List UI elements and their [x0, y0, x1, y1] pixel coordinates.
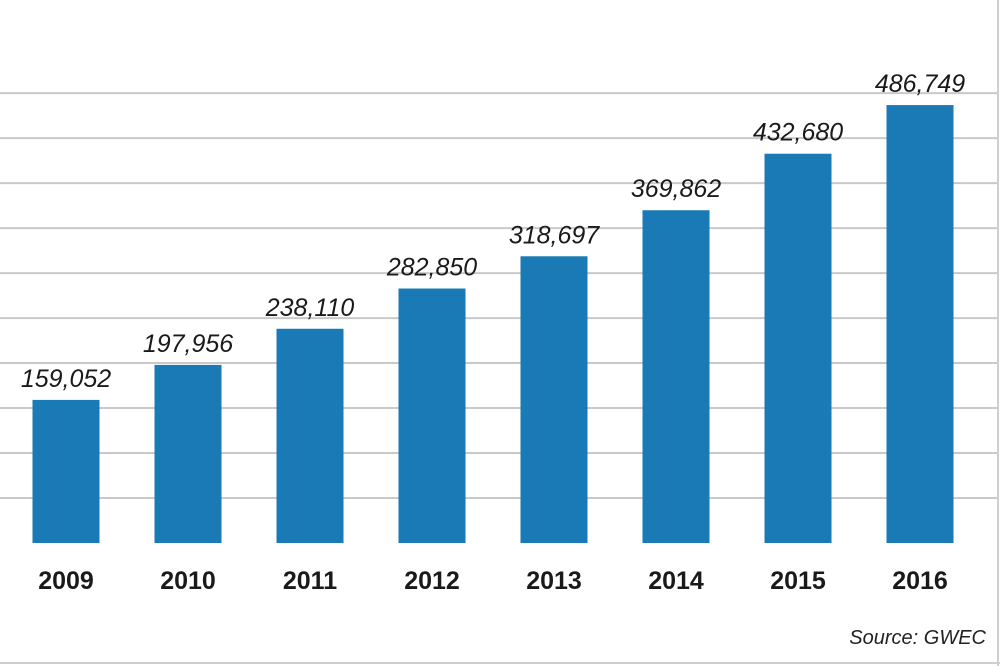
x-tick-label-2010: 2010 [160, 567, 216, 595]
value-labels: 159,052 197,956 238,110 282,850 318,697 369,8… [21, 70, 965, 393]
gridlines [0, 92, 998, 500]
x-tick-label-2009: 2009 [38, 567, 94, 595]
x-tick-label-2013: 2013 [526, 567, 582, 595]
x-tick-label-2015: 2015 [770, 567, 826, 595]
bar-2013 [520, 256, 588, 543]
bar-2009 [32, 399, 100, 543]
bars [32, 105, 954, 543]
value-label-2010: 197,956 [143, 330, 233, 358]
value-label-2012: 282,850 [386, 254, 477, 282]
value-label-2015: 432,680 [753, 119, 843, 147]
bar-2011 [276, 328, 344, 543]
x-tick-label-2014: 2014 [648, 567, 704, 595]
bar-2010 [154, 364, 222, 543]
bar-2016 [886, 105, 954, 543]
x-tick-label-2011: 2011 [283, 567, 337, 595]
bar-2015 [764, 153, 832, 543]
value-label-2011: 238,110 [265, 294, 355, 322]
x-axis-tick-labels: 2009 2010 2011 2012 2013 2014 2015 2016 [38, 567, 948, 595]
bar-2012 [398, 288, 466, 543]
value-label-2016: 486,749 [875, 70, 965, 98]
x-tick-label-2016: 2016 [892, 567, 948, 595]
bar-2014 [642, 210, 710, 543]
source-note: Source: GWEC [849, 627, 986, 649]
value-label-2009: 159,052 [21, 365, 111, 393]
value-label-2014: 369,862 [631, 175, 721, 203]
value-label-2013: 318,697 [509, 221, 600, 249]
x-tick-label-2012: 2012 [404, 567, 460, 595]
